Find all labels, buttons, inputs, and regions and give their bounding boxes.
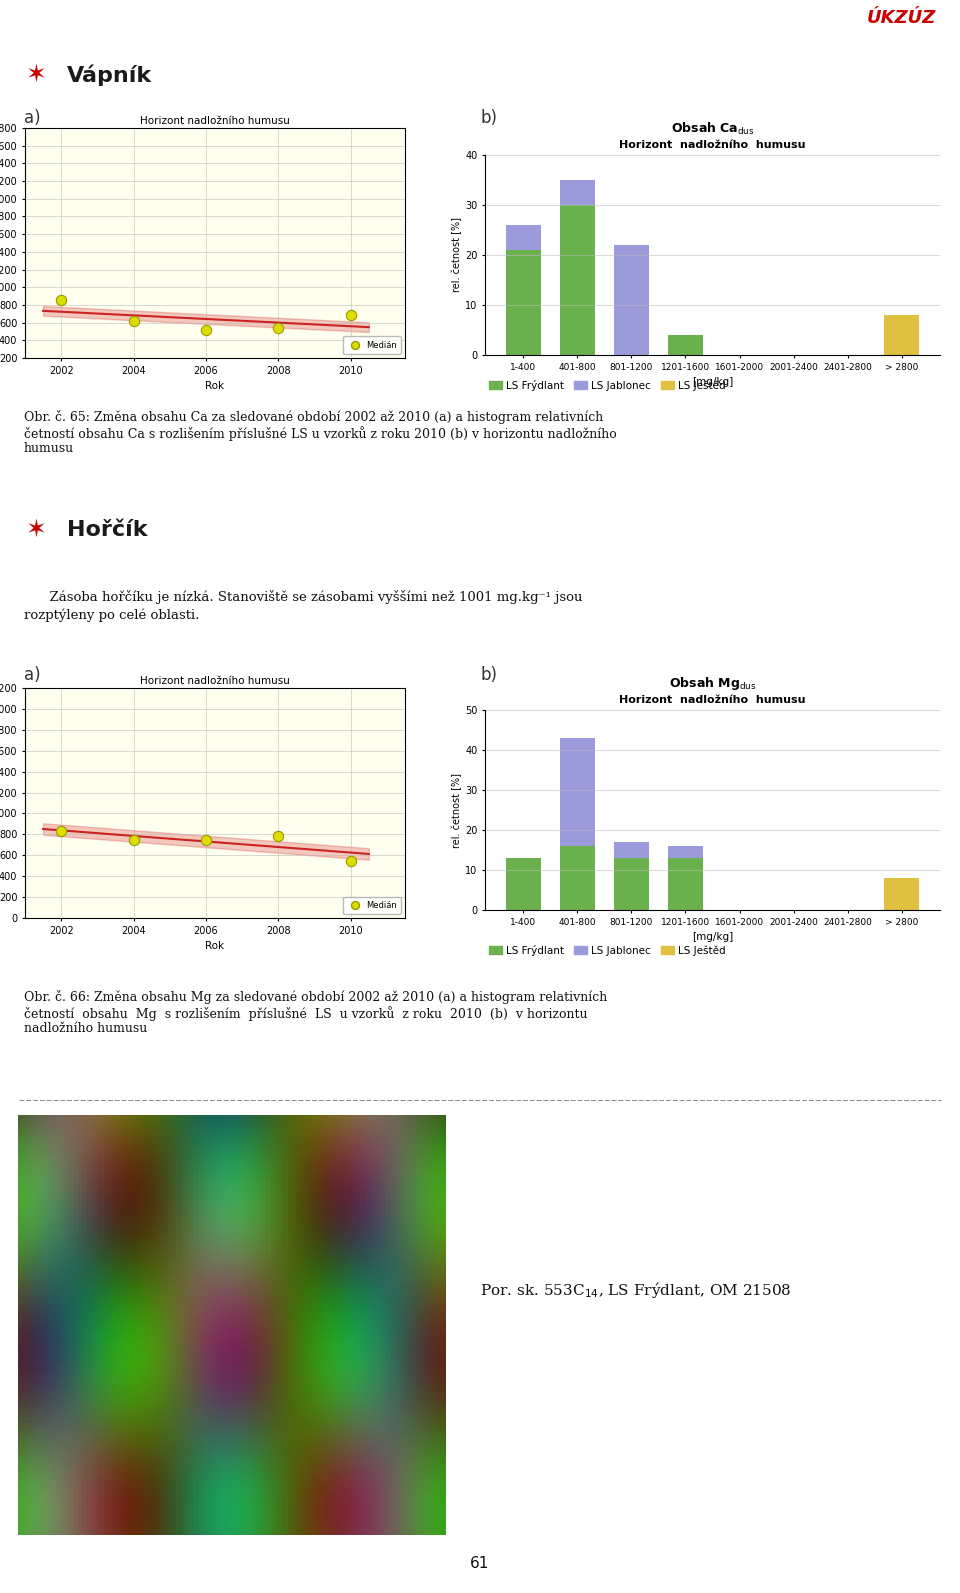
Point: [54, 819, 69, 844]
Title: Horizont nadložního humusu: Horizont nadložního humusu: [140, 116, 290, 126]
Text: a): a): [24, 666, 40, 683]
Bar: [884, 315, 920, 355]
Legend: Medián: Medián: [343, 336, 401, 354]
Point: [343, 303, 358, 328]
Point: [126, 309, 141, 335]
Bar: [506, 225, 540, 250]
Point: [54, 288, 69, 314]
Text: 61: 61: [470, 1555, 490, 1571]
Text: Obr. č. 65: Změna obsahu Ca za sledované období 2002 až 2010 (a) a histogram rel: Obr. č. 65: Změna obsahu Ca za sledované…: [24, 409, 603, 424]
Bar: [668, 335, 703, 355]
Text: a): a): [24, 108, 40, 127]
X-axis label: [mg/kg]: [mg/kg]: [692, 932, 733, 941]
Text: ÚKZÚZ: ÚKZÚZ: [867, 10, 936, 27]
Bar: [560, 205, 595, 355]
Bar: [613, 859, 649, 910]
Bar: [884, 878, 920, 910]
Text: četností obsahu Ca s rozlišením příslušné LS u vzorků z roku 2010 (b) v horizont: četností obsahu Ca s rozlišením příslušn…: [24, 425, 616, 441]
Text: četností  obsahu  Mg  s rozlišením  příslušné  LS  u vzorků  z roku  2010  (b)  : četností obsahu Mg s rozlišením příslušn…: [24, 1007, 588, 1021]
Bar: [506, 859, 540, 910]
Text: Zásoba hořčíku je nízká. Stanoviště se zásobami vyššími než 1001 mg.kg⁻¹ jsou: Zásoba hořčíku je nízká. Stanoviště se z…: [24, 589, 583, 604]
Text: b): b): [480, 666, 497, 683]
Text: Horizont  nadložního  humusu: Horizont nadložního humusu: [619, 140, 805, 150]
Text: Horizont  nadložního  humusu: Horizont nadložního humusu: [619, 695, 805, 706]
Point: [271, 315, 286, 341]
Point: [126, 827, 141, 852]
Title: Horizont nadložního humusu: Horizont nadložního humusu: [140, 675, 290, 687]
Point: [271, 824, 286, 849]
Point: [199, 827, 214, 852]
Text: humusu: humusu: [24, 441, 74, 456]
Text: Vápník: Vápník: [67, 64, 153, 86]
Bar: [613, 245, 649, 355]
Bar: [560, 738, 595, 846]
Bar: [506, 250, 540, 355]
Text: b): b): [480, 108, 497, 127]
Bar: [560, 846, 595, 910]
Text: ✶: ✶: [26, 64, 47, 88]
X-axis label: Rok: Rok: [205, 941, 225, 951]
Point: [199, 317, 214, 342]
Y-axis label: rel. četnost [%]: rel. četnost [%]: [452, 218, 462, 293]
Text: rozptýleny po celé oblasti.: rozptýleny po celé oblasti.: [24, 609, 200, 621]
Text: ✶: ✶: [26, 518, 47, 542]
Text: Obsah Ca$_\mathrm{dus}$: Obsah Ca$_\mathrm{dus}$: [671, 121, 755, 137]
Bar: [668, 846, 703, 859]
Legend: LS Frýdlant, LS Jablonec, LS Ještěd: LS Frýdlant, LS Jablonec, LS Ještěd: [485, 376, 730, 395]
Text: Obr. č. 66: Změna obsahu Mg za sledované období 2002 až 2010 (a) a histogram rel: Obr. č. 66: Změna obsahu Mg za sledované…: [24, 989, 608, 1004]
Text: Obsah Mg$_\mathrm{dus}$: Obsah Mg$_\mathrm{dus}$: [669, 675, 756, 693]
Legend: LS Frýdlant, LS Jablonec, LS Ještěd: LS Frýdlant, LS Jablonec, LS Ještěd: [485, 940, 730, 961]
Legend: Medián: Medián: [343, 897, 401, 914]
X-axis label: [mg/kg]: [mg/kg]: [692, 378, 733, 387]
Text: nadložního humusu: nadložního humusu: [24, 1023, 147, 1035]
Bar: [560, 180, 595, 205]
X-axis label: Rok: Rok: [205, 381, 225, 392]
Bar: [613, 843, 649, 859]
Bar: [668, 859, 703, 910]
Text: Por. sk. 553C$_{14}$, LS Frýdlant, OM 21508: Por. sk. 553C$_{14}$, LS Frýdlant, OM 21…: [480, 1281, 792, 1300]
Y-axis label: rel. četnost [%]: rel. četnost [%]: [452, 773, 462, 847]
Text: Hořčík: Hořčík: [67, 519, 148, 540]
Point: [343, 847, 358, 873]
